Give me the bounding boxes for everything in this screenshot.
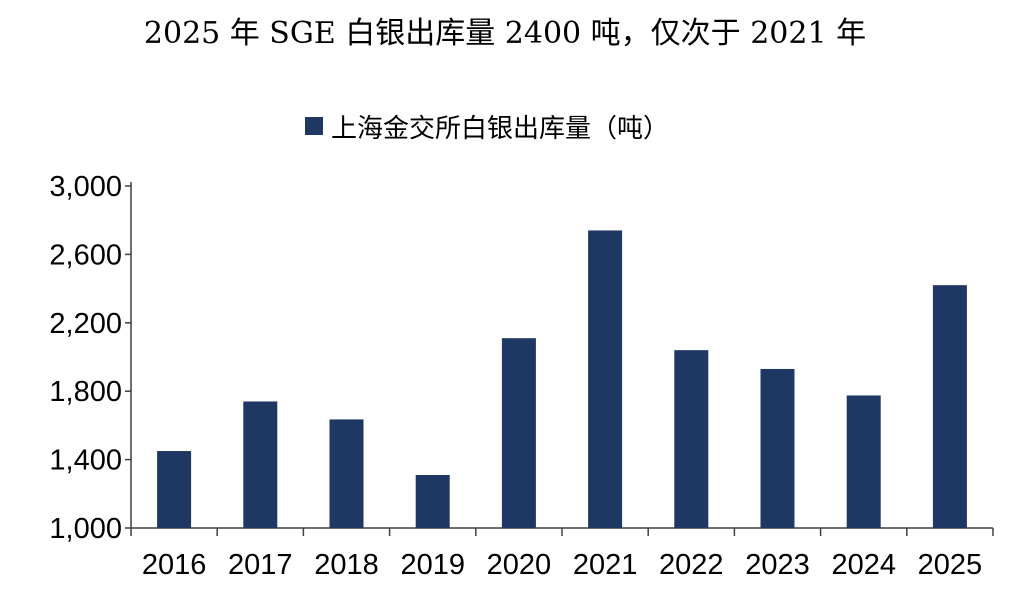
legend-swatch — [305, 117, 323, 135]
bar-2016 — [157, 451, 192, 528]
bars — [157, 230, 967, 528]
x-tick-label: 2021 — [573, 549, 638, 581]
chart-title: 2025 年 SGE 白银出库量 2400 吨，仅次于 2021 年 — [143, 16, 867, 51]
bar-2023 — [760, 368, 795, 528]
y-tick-label: 1,000 — [49, 513, 122, 545]
x-tick-label: 2016 — [142, 549, 207, 581]
y-tick-label: 1,400 — [49, 445, 122, 477]
x-tick-label: 2024 — [831, 549, 896, 581]
bar-2025 — [932, 285, 967, 528]
y-tick-label: 1,800 — [49, 376, 122, 408]
bar-2017 — [243, 401, 278, 528]
x-tick-label: 2017 — [228, 549, 293, 581]
y-tick-label: 2,600 — [49, 239, 122, 271]
bar-2024 — [846, 395, 881, 528]
legend: 上海金交所白银出库量（吨） — [305, 108, 669, 144]
x-tick-label: 2018 — [314, 549, 379, 581]
y-tick-label: 3,000 — [49, 171, 122, 203]
bar-2020 — [501, 338, 536, 528]
tick-labels: 1,000 1,400 1,800 2,200 2,600 3,000 2016 2017 20… — [49, 171, 982, 581]
y-tick-label: 2,200 — [49, 308, 122, 340]
x-tick-label: 2020 — [487, 549, 552, 581]
x-tick-label: 2025 — [918, 549, 983, 581]
legend-label: 上海金交所白银出库量（吨） — [331, 113, 670, 144]
bar-2021 — [588, 230, 623, 528]
bar-2022 — [674, 350, 709, 528]
bar-2018 — [329, 419, 364, 528]
x-tick-label: 2019 — [400, 549, 465, 581]
bar-2019 — [415, 474, 450, 528]
x-tick-label: 2022 — [659, 549, 724, 581]
x-tick-label: 2023 — [745, 549, 810, 581]
